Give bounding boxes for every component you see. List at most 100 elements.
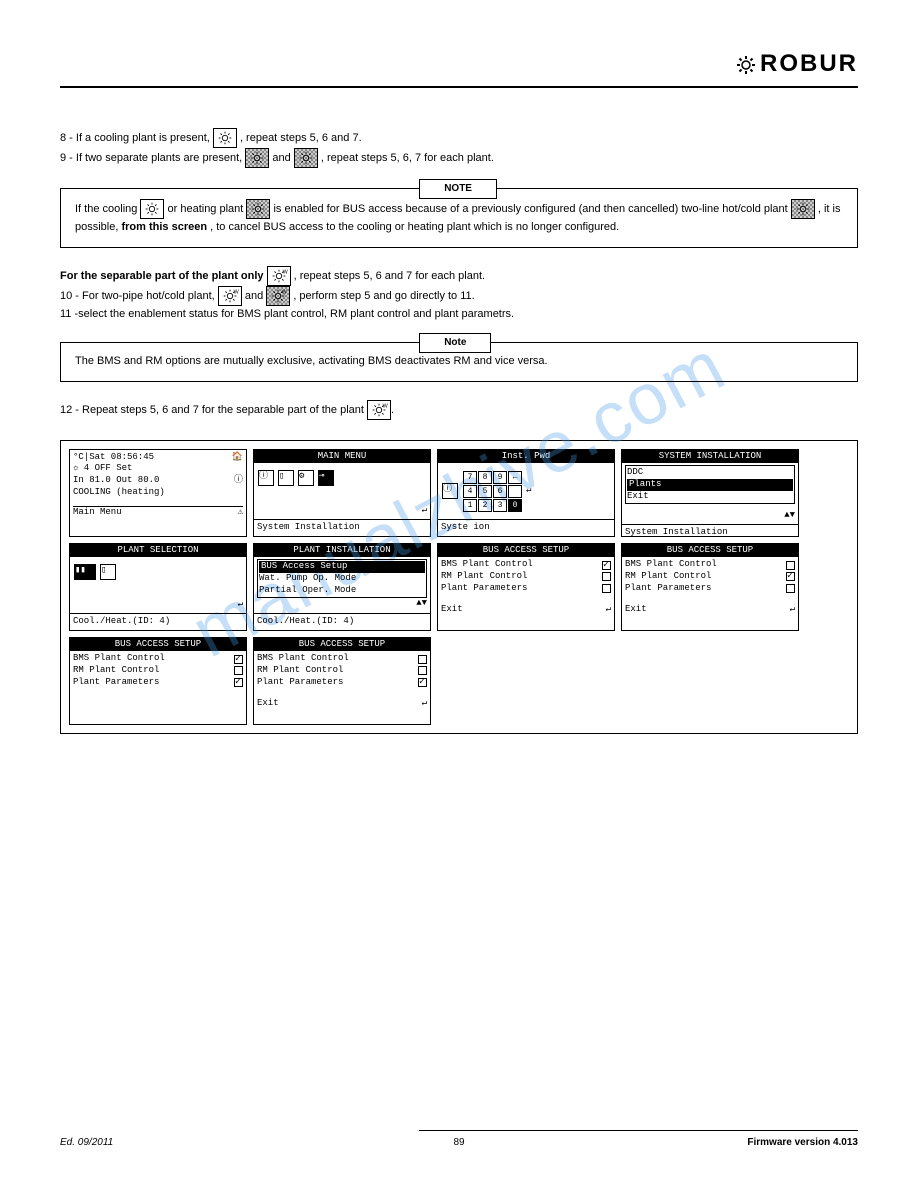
n1a: If the cooling <box>75 203 137 215</box>
step8-a: 8 - If a cooling plant is present, <box>60 132 210 144</box>
s9-i1: BMS Plant Control <box>73 653 165 665</box>
key-icon: ⊸ <box>318 470 334 486</box>
page-header: ROBUR <box>60 50 858 88</box>
plant-icon: ▯ <box>100 564 116 580</box>
screen-password: Inst. Pwd ⓘ 789← 456 1230 ↵ Syste ion <box>437 449 615 537</box>
plant-icon: ▮▮ <box>74 564 96 580</box>
s8-i2: RM Plant Control <box>625 571 711 583</box>
n1b: or heating plant <box>168 203 244 215</box>
sunw-icon <box>267 266 291 286</box>
s8-i1: BMS Plant Control <box>625 559 717 571</box>
info-icon: ⓘ <box>234 475 243 487</box>
footer-firmware: Firmware version 4.013 <box>747 1137 858 1148</box>
n1c: is enabled for BUS access because of a <box>273 203 468 215</box>
s8-i3: Plant Parameters <box>625 583 711 595</box>
s5-footer: Cool./Heat.(ID: 4) <box>70 613 246 630</box>
checkbox[interactable] <box>786 561 795 570</box>
exit-icon: ↵ <box>790 604 795 616</box>
s1-l3: In 81.0 Out 80.0 <box>73 475 159 487</box>
checkbox[interactable] <box>234 655 243 664</box>
checkbox[interactable] <box>786 584 795 593</box>
s8-footer: Exit <box>625 604 647 616</box>
keypad[interactable]: 789← 456 1230 <box>463 471 522 512</box>
s7-i2: RM Plant Control <box>441 571 527 583</box>
checkbox[interactable] <box>234 678 243 687</box>
checkbox[interactable] <box>418 666 427 675</box>
mid2c: , perform step 5 and go directly to 11. <box>293 290 474 302</box>
screens-grid: °C|Sat 08:56:45🏠 ☼ 4 OFF Set In 81.0 Out… <box>60 440 858 734</box>
s10-title: BUS ACCESS SETUP <box>254 638 430 652</box>
page-number: 89 <box>453 1137 464 1148</box>
mid2a: 10 - For two-pipe hot/cold plant, <box>60 290 215 302</box>
mid3: 11 -select the enablement status for BMS… <box>60 306 858 323</box>
screen-bus-4: BUS ACCESS SETUP BMS Plant Control RM Pl… <box>253 637 431 725</box>
s1-l1: °C|Sat 08:56:45 <box>73 452 154 464</box>
s10-i3: Plant Parameters <box>257 677 343 689</box>
s7-title: BUS ACCESS SETUP <box>438 544 614 558</box>
screen-bus-3: BUS ACCESS SETUP BMS Plant Control RM Pl… <box>69 637 247 725</box>
mid2b: and <box>245 290 263 302</box>
n1d: previously configured (and then cancelle… <box>472 203 788 215</box>
screen-main-menu: MAIN MENU ⓘ ▯ ⚙ ⊸ ↵ System Installation <box>253 449 431 537</box>
sun-dith-icon <box>246 199 270 219</box>
n1h: configured. <box>565 221 619 233</box>
sun-icon <box>140 199 164 219</box>
s9-i2: RM Plant Control <box>73 665 159 677</box>
checkbox[interactable] <box>786 572 795 581</box>
s1-l2: ☼ 4 OFF Set <box>73 463 243 475</box>
checkbox[interactable] <box>418 655 427 664</box>
checkbox[interactable] <box>602 572 611 581</box>
mid-steps: For the separable part of the plant only… <box>60 266 858 323</box>
s10-footer: Exit <box>257 698 279 710</box>
info-icon: ⓘ <box>258 470 274 486</box>
s7-i3: Plant Parameters <box>441 583 527 595</box>
s10-i2: RM Plant Control <box>257 665 343 677</box>
step-12: 12 - Repeat steps 5, 6 and 7 for the sep… <box>60 400 858 420</box>
page-footer: Ed. 09/2011 89 Firmware version 4.013 <box>60 1130 858 1148</box>
checkbox[interactable] <box>234 666 243 675</box>
s1-l5: Main Menu <box>73 507 122 519</box>
scroll-icon: ▲▼ <box>625 510 795 522</box>
s9-i3: Plant Parameters <box>73 677 159 689</box>
s9-title: BUS ACCESS SETUP <box>70 638 246 652</box>
footer-edition: Ed. 09/2011 <box>60 1137 113 1148</box>
doc-icon: ▯ <box>278 470 294 486</box>
s3-title: Inst. Pwd <box>438 450 614 464</box>
brand-logo: ROBUR <box>736 50 858 78</box>
sun-icon <box>213 128 237 148</box>
warn-icon: ⚠ <box>238 507 243 519</box>
sun-dith-icon <box>294 148 318 168</box>
sunw-dith-icon <box>266 286 290 306</box>
s4-footer: System Installation <box>622 524 798 537</box>
info-icon: ⓘ <box>442 483 458 499</box>
step8-b: , repeat steps 5, 6 and 7. <box>240 132 362 144</box>
s6-i3: Partial Oper. Mode <box>259 585 425 597</box>
s2-footer: System Installation <box>254 519 430 536</box>
s4-i1: DDC <box>627 467 793 479</box>
exit-icon: ↵ <box>257 505 427 517</box>
gear-icon <box>736 54 756 74</box>
note-tab: Note <box>419 333 491 353</box>
sunw-icon <box>367 400 391 420</box>
checkbox[interactable] <box>602 561 611 570</box>
screen-status: °C|Sat 08:56:45🏠 ☼ 4 OFF Set In 81.0 Out… <box>69 449 247 537</box>
mid1a: For the separable part of the plant only <box>60 270 264 282</box>
s6-i1: BUS Access Setup <box>259 561 425 573</box>
note-2: Note The BMS and RM options are mutually… <box>60 342 858 382</box>
top-steps: 8 - If a cooling plant is present, , rep… <box>60 128 858 168</box>
checkbox[interactable] <box>602 584 611 593</box>
s4-i3: Exit <box>627 491 793 503</box>
step9-c: , repeat steps 5, 6, 7 for each plant. <box>321 152 494 164</box>
s10-i1: BMS Plant Control <box>257 653 349 665</box>
mid1b: , repeat steps 5, 6 and 7 for each plant… <box>294 270 485 282</box>
note2-text: The BMS and RM options are mutually excl… <box>75 353 843 371</box>
note-1: NOTE If the cooling or heating plant is … <box>60 188 858 248</box>
step12-text: 12 - Repeat steps 5, 6 and 7 for the sep… <box>60 404 364 416</box>
s6-title: PLANT INSTALLATION <box>254 544 430 558</box>
n1g: , to cancel BUS access to the cooling or… <box>210 221 562 233</box>
note-tab: NOTE <box>419 179 497 199</box>
screen-plant-install: PLANT INSTALLATION BUS Access Setup Wat.… <box>253 543 431 631</box>
exit-icon: ↵ <box>606 604 611 616</box>
sunw-icon <box>218 286 242 306</box>
checkbox[interactable] <box>418 678 427 687</box>
